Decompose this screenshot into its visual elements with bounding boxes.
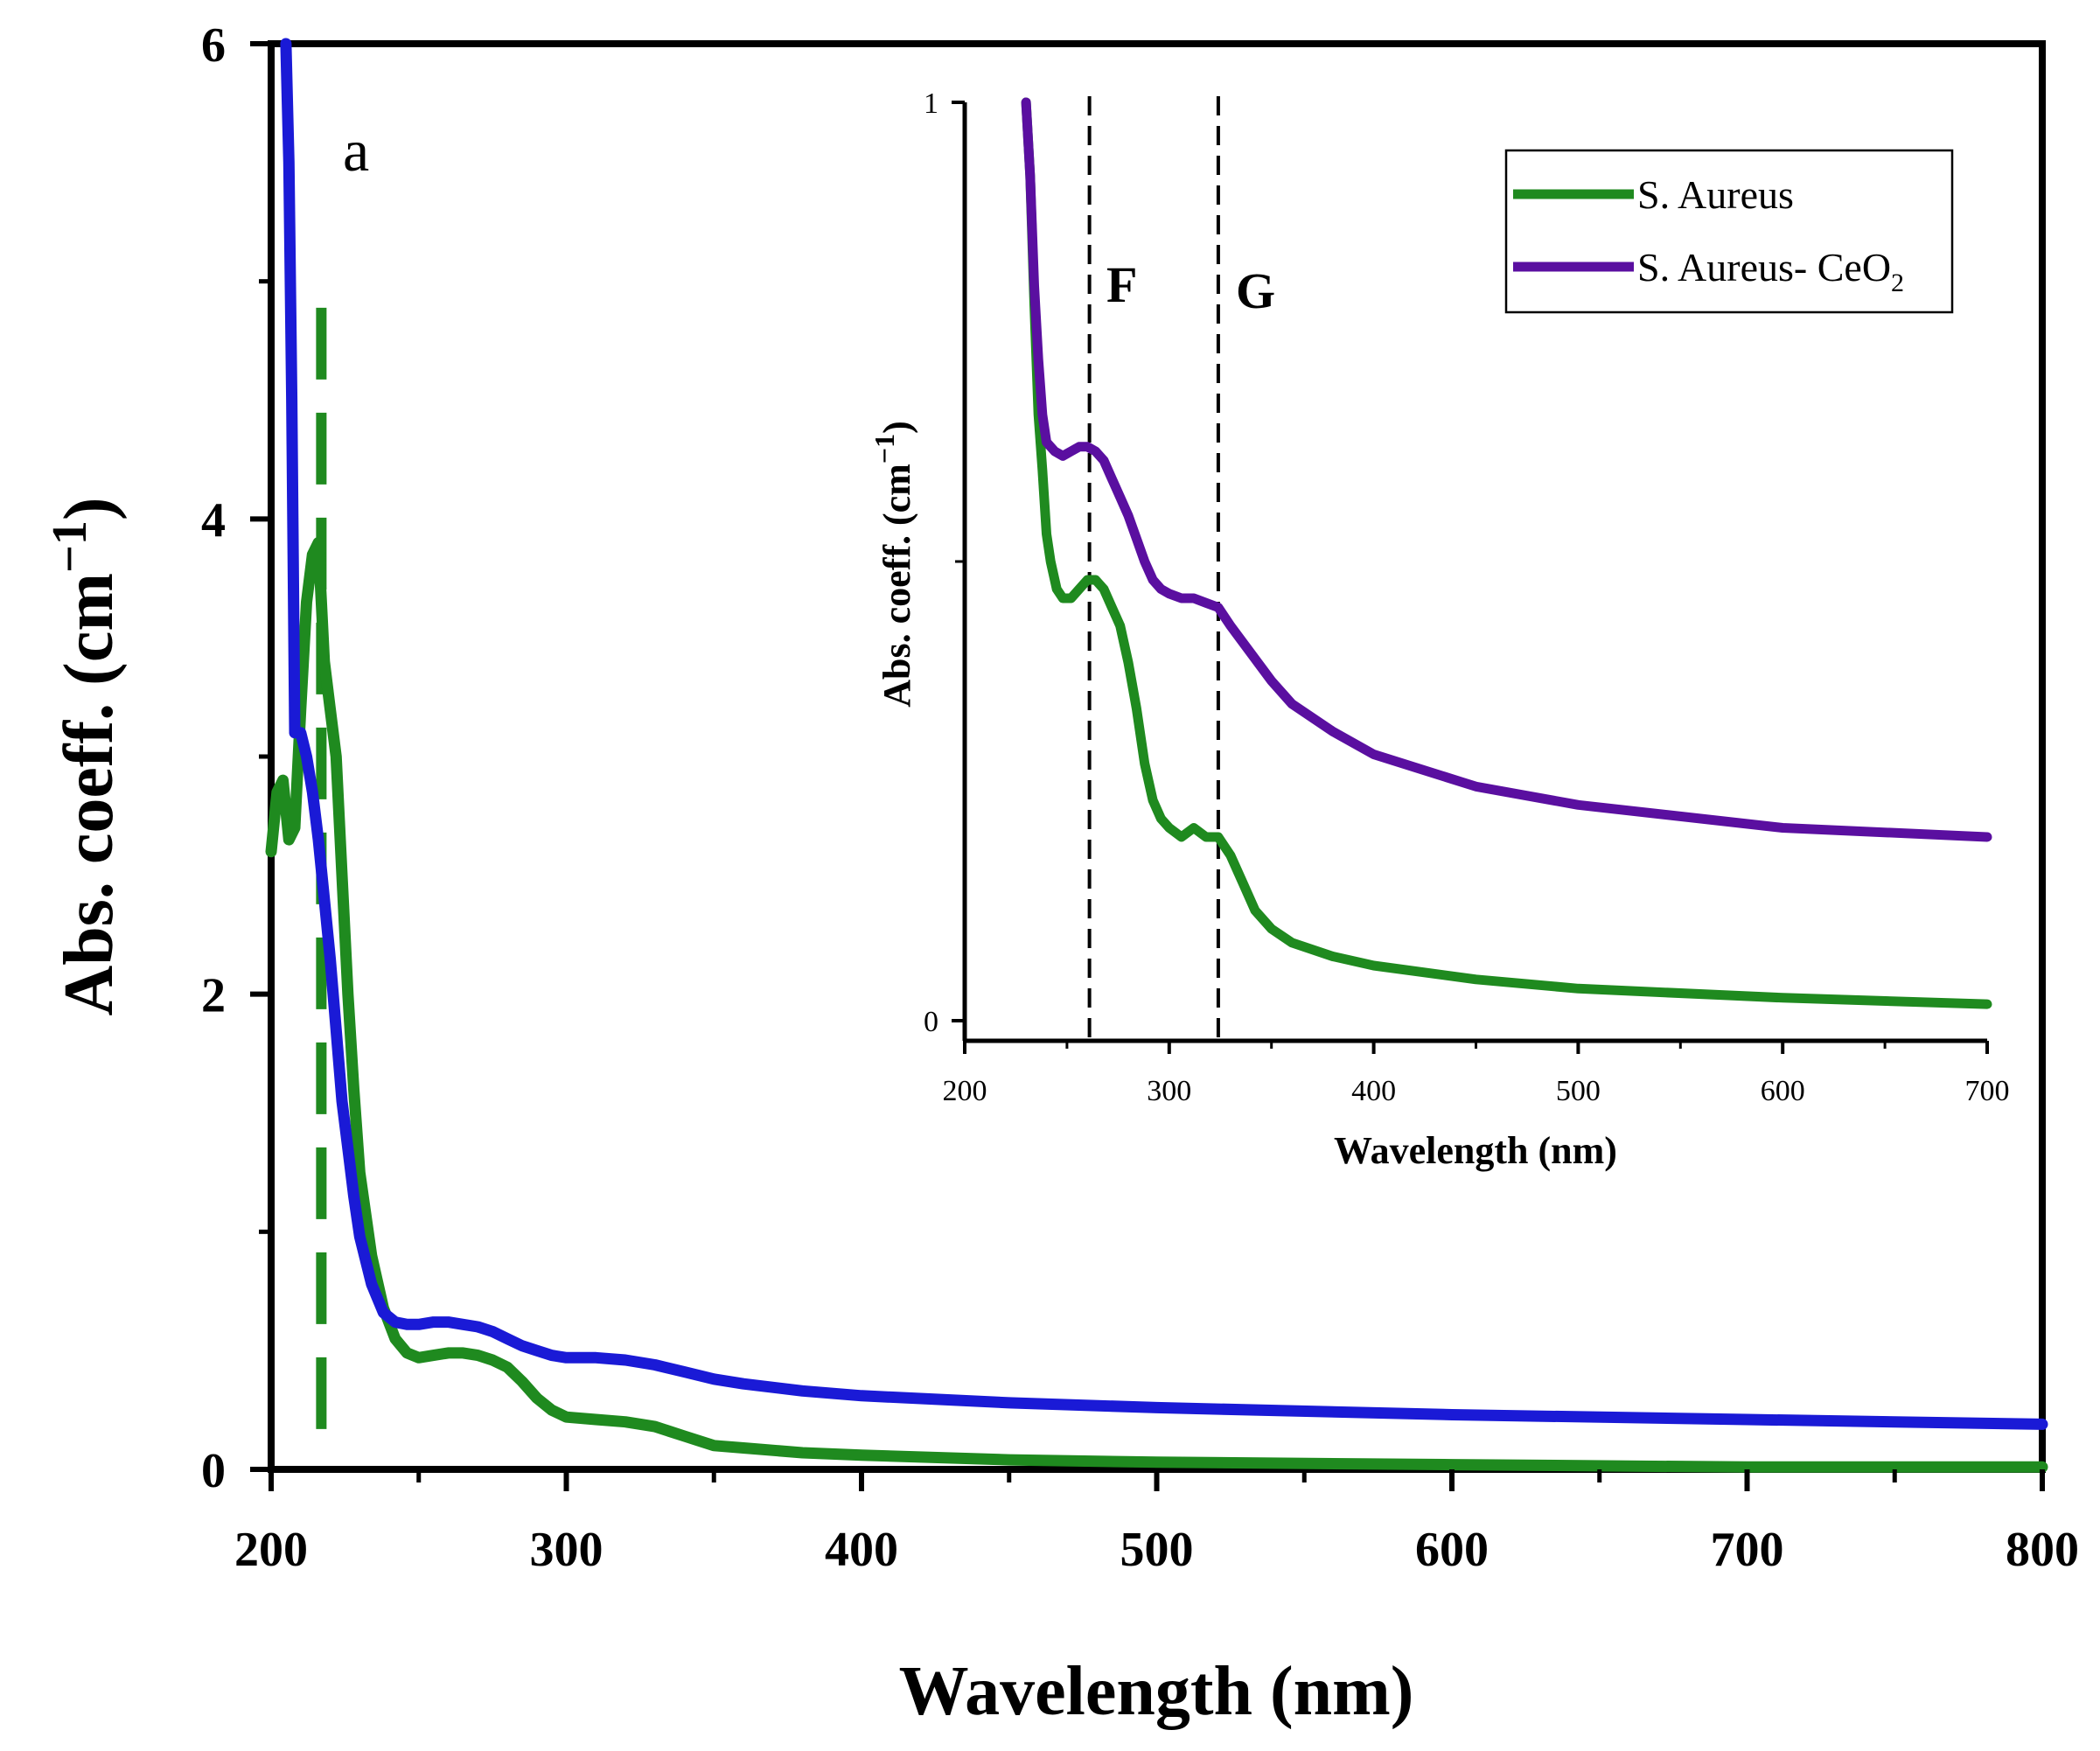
inset-x-axis-title: Wavelength (nm) — [1334, 1129, 1617, 1172]
main-y-axis-title-close: ) — [51, 497, 128, 520]
main-y-axis-title-sup: −1 — [43, 520, 97, 573]
inset-reference-lines — [1087, 96, 1220, 1041]
main-y-tick-label: 6 — [201, 18, 226, 73]
legend-label-s-aureus: S. Aureus — [1637, 172, 1794, 217]
main-y-tick-label: 2 — [201, 969, 226, 1023]
main-x-tick-label: 400 — [825, 1523, 898, 1577]
inset-x-tick-label: 200 — [943, 1075, 987, 1107]
main-x-tick-label: 500 — [1120, 1523, 1194, 1577]
inset-series-line-0 — [1021, 97, 1992, 1009]
inset-y-axis-title-text: Abs. coeff. (cm — [876, 464, 918, 708]
main-series-group — [265, 38, 2048, 1473]
inset-legend: S. Aureus S. Aureus- CeO2 — [1504, 149, 1954, 314]
inset-x-ticks: 200 300 400 500 600 700 — [943, 1041, 2010, 1107]
inset-y-tick-label: 0 — [924, 1006, 938, 1038]
inset-y-tick-label: 1 — [924, 87, 938, 120]
main-x-tick-label: 200 — [234, 1523, 308, 1577]
inset-y-ticks: 01 — [924, 87, 965, 1038]
main-series-line-0 — [265, 537, 2048, 1473]
main-x-tick-label: 600 — [1415, 1523, 1489, 1577]
inset-x-tick-label: 600 — [1761, 1075, 1805, 1107]
inset-series-line-1 — [1021, 97, 1992, 842]
main-x-axis-title: Wavelength (nm) — [899, 1653, 1414, 1730]
main-y-tick-label: 0 — [201, 1444, 226, 1498]
inset-series-group — [1021, 97, 1992, 1009]
main-y-axis-title: Abs. coeff. (cm−1) — [43, 497, 128, 1015]
main-x-tick-label: 800 — [2006, 1523, 2079, 1577]
inset-x-tick-label: 500 — [1556, 1075, 1601, 1107]
inset-legend-box — [1504, 149, 1954, 314]
inset-annotation-f: F — [1106, 256, 1137, 313]
main-x-tick-label: 700 — [1711, 1523, 1784, 1577]
inset-x-tick-label: 300 — [1147, 1075, 1191, 1107]
legend-label-s-aureus-ceo2-sub: 2 — [1891, 269, 1904, 297]
main-y-ticks: 0 2 4 6 — [201, 18, 271, 1498]
legend-label-s-aureus-ceo2: S. Aureus- CeO2 — [1637, 245, 1904, 297]
inset-y-axis-title-close: ) — [876, 421, 918, 434]
inset-x-tick-label: 400 — [1351, 1075, 1396, 1107]
main-y-axis-title-text: Abs. coeff. (cm — [51, 573, 128, 1015]
main-series-line-1 — [280, 38, 2048, 1430]
main-y-tick-label: 4 — [201, 493, 226, 548]
main-x-tick-label: 300 — [530, 1523, 603, 1577]
inset-x-tick-label: 700 — [1965, 1075, 2010, 1107]
main-x-ticks: 200 300 400 500 600 700 800 — [234, 1469, 2079, 1577]
main-panel-label: a — [343, 117, 369, 184]
inset-annotation-g: G — [1236, 262, 1275, 319]
inset-y-axis-title-sup: −1 — [869, 434, 900, 464]
legend-label-s-aureus-ceo2-text: S. Aureus- CeO — [1637, 245, 1891, 290]
inset-y-axis-title: Abs. coeff. (cm−1) — [869, 421, 918, 707]
